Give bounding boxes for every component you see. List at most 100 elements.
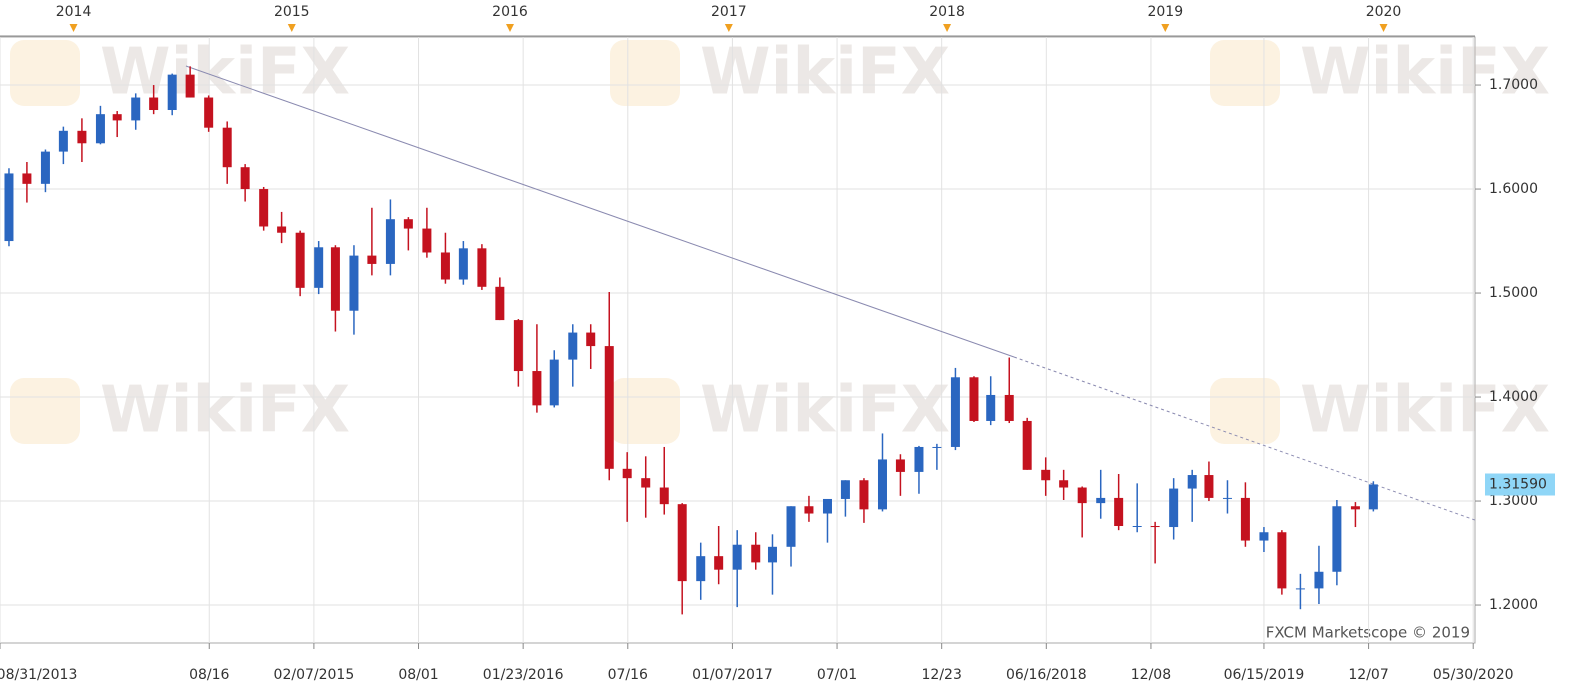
candle-body xyxy=(714,556,724,570)
candle-body xyxy=(622,468,632,479)
y-tick-label: 1.5000 xyxy=(1489,285,1538,301)
candle-body xyxy=(422,228,432,253)
x-tick-label: 12/23 xyxy=(922,667,962,683)
watermark-logo xyxy=(10,378,80,444)
candle-body xyxy=(659,487,669,505)
x-tick-label: 05/30/2020 xyxy=(1433,667,1514,683)
candle-body xyxy=(969,377,979,421)
year-marker xyxy=(69,24,78,32)
candle-body xyxy=(751,544,761,563)
candle-body xyxy=(1004,394,1014,421)
candle-body xyxy=(22,173,32,184)
y-tick-label: 1.3000 xyxy=(1489,493,1538,509)
candle-body xyxy=(131,97,141,121)
candle-body xyxy=(149,97,159,111)
candle-body xyxy=(204,97,214,128)
candle-body xyxy=(403,219,413,229)
candle-body xyxy=(349,255,359,311)
watermarks: WikiFX WikiFX WikiFX WikiFX WikiFX WikiFX xyxy=(10,36,1550,448)
year-marker xyxy=(287,24,296,32)
y-tick-label: 1.4000 xyxy=(1489,389,1538,405)
watermark-logo xyxy=(10,40,80,106)
candle-body xyxy=(185,74,195,98)
x-tick-label: 02/07/2015 xyxy=(274,667,355,683)
y-tick-label: 1.6000 xyxy=(1489,181,1538,197)
candle-body xyxy=(1041,469,1051,481)
watermark: WikiFX xyxy=(100,36,350,110)
candle-body xyxy=(40,151,50,184)
candle-body xyxy=(932,446,942,448)
candle-body xyxy=(1022,420,1032,470)
candle-body xyxy=(4,173,14,242)
candle-body xyxy=(1150,526,1160,528)
candle-body xyxy=(513,320,523,372)
x-tick-label: 06/16/2018 xyxy=(1006,667,1087,683)
last-price-label: 1.31590 xyxy=(1489,477,1547,493)
candle-body xyxy=(1222,497,1232,499)
candle-body xyxy=(1059,480,1069,488)
candle-body xyxy=(786,506,796,547)
candle-body xyxy=(1096,497,1106,504)
candle-body xyxy=(330,247,340,311)
watermark: WikiFX xyxy=(700,374,950,448)
watermark: WikiFX xyxy=(700,36,950,110)
year-marker xyxy=(724,24,733,32)
candle-body xyxy=(495,286,505,321)
candle-body xyxy=(385,219,395,264)
candle-body xyxy=(1368,484,1378,510)
candle-body xyxy=(222,127,232,168)
candle-body xyxy=(586,332,596,347)
candle-body xyxy=(696,556,706,582)
candle-body xyxy=(77,130,87,144)
candle-body xyxy=(859,480,869,510)
candle-body xyxy=(549,359,559,406)
year-label: 2015 xyxy=(274,4,310,20)
x-tick-label: 08/01 xyxy=(398,667,438,683)
candle-body xyxy=(295,232,305,288)
candle-body xyxy=(277,226,287,233)
candle-body xyxy=(58,130,68,152)
candle-body xyxy=(167,74,177,111)
candle-body xyxy=(895,459,905,472)
x-tick-label: 06/15/2019 xyxy=(1224,667,1305,683)
x-tick-label: 08/31/2013 xyxy=(0,667,77,683)
y-tick-label: 1.2000 xyxy=(1489,597,1538,613)
candle-body xyxy=(568,332,578,360)
candle-body xyxy=(440,252,450,280)
candle-body xyxy=(1204,475,1214,498)
candle-body xyxy=(95,114,105,144)
x-tick-label: 07/16 xyxy=(608,667,648,683)
watermark-logo xyxy=(610,40,680,106)
credit: FXCM Marketscope © 2019 xyxy=(1266,624,1470,642)
year-label: 2018 xyxy=(929,4,965,20)
year-label: 2019 xyxy=(1147,4,1183,20)
candle-body xyxy=(1187,475,1197,489)
candle-body xyxy=(840,480,850,499)
watermark: WikiFX xyxy=(1300,374,1550,448)
candle-body xyxy=(1114,497,1124,527)
year-marker xyxy=(506,24,515,32)
trendline xyxy=(185,65,1015,358)
candle-body xyxy=(532,371,542,406)
candle-body xyxy=(950,377,960,447)
candle-body xyxy=(1132,526,1142,528)
candle-body xyxy=(767,546,777,563)
candle-body xyxy=(804,506,814,514)
x-tick-label: 12/08 xyxy=(1131,667,1171,683)
candle-body xyxy=(314,247,324,288)
candle-body xyxy=(1332,506,1342,572)
candle-body xyxy=(641,478,651,488)
watermark-logo xyxy=(610,378,680,444)
candle-body xyxy=(112,114,122,121)
candle-body xyxy=(822,498,832,514)
x-tick-label: 08/16 xyxy=(189,667,229,683)
candle-body xyxy=(1295,588,1305,590)
x-tick-label: 07/01 xyxy=(817,667,857,683)
year-label: 2014 xyxy=(56,4,92,20)
watermark: WikiFX xyxy=(1300,36,1550,110)
candle-body xyxy=(1277,532,1287,589)
x-tick-label: 01/07/2017 xyxy=(692,667,773,683)
candle-body xyxy=(1314,571,1324,589)
candle-body xyxy=(259,189,269,227)
